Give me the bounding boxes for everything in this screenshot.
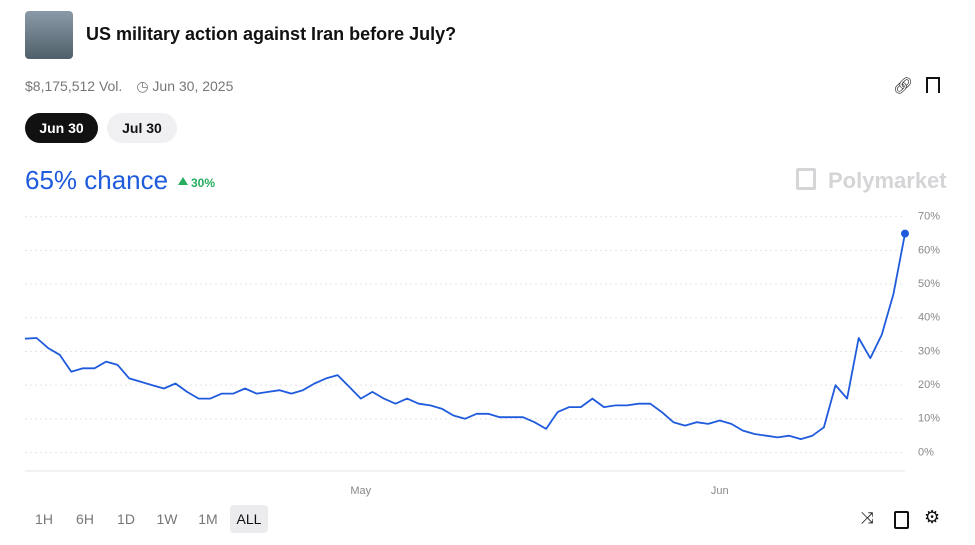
- range-button[interactable]: 1H: [35, 511, 53, 527]
- chance: 65% chance: [25, 165, 169, 195]
- range-button[interactable]: 1D: [117, 511, 135, 527]
- link-icon[interactable]: 🔗︎: [893, 78, 914, 95]
- clock-icon: ◷: [136, 78, 153, 94]
- doc-icon[interactable]: [894, 511, 909, 529]
- x-tick-label: Jun: [711, 485, 729, 497]
- y-tick-label: 30%: [918, 345, 940, 357]
- range-button[interactable]: ALL: [230, 505, 268, 533]
- y-tick-label: 60%: [918, 244, 940, 256]
- change: 30%: [191, 176, 216, 190]
- brand-logo: [796, 168, 816, 190]
- up-arrow: [178, 177, 188, 185]
- volume: $8,175,512 Vol.: [25, 78, 123, 94]
- x-tick-label: May: [350, 485, 371, 497]
- tab[interactable]: Jun 30: [25, 113, 98, 143]
- chart: 0% 10% 20% 30% 40% 50% 60% 70% May Jun: [24, 211, 940, 497]
- tab[interactable]: Jul 30: [107, 113, 177, 143]
- bookmark-icon[interactable]: [926, 77, 940, 93]
- range-button[interactable]: 1W: [156, 511, 178, 527]
- market-image: [25, 11, 73, 59]
- y-tick-label: 10%: [918, 413, 940, 425]
- last-point: [901, 229, 909, 238]
- y-tick-label: 20%: [918, 379, 940, 391]
- settings-icon[interactable]: ⚙: [924, 507, 941, 527]
- y-tick-label: 50%: [918, 278, 940, 290]
- y-tick-label: 0%: [918, 446, 934, 458]
- price-line: [24, 233, 906, 440]
- market-title: US military action against Iran before J…: [86, 24, 457, 44]
- meta: $8,175,512 Vol. ◷ Jun 30, 2025: [25, 78, 233, 95]
- y-tick-label: 40%: [918, 312, 940, 324]
- end-date: Jun 30, 2025: [152, 78, 234, 94]
- range-button[interactable]: 1M: [198, 511, 218, 527]
- shuffle-icon[interactable]: ⤨: [861, 510, 874, 527]
- range-button[interactable]: 6H: [76, 511, 94, 527]
- y-tick-label: 70%: [918, 211, 940, 223]
- brand: Polymarket: [828, 168, 947, 193]
